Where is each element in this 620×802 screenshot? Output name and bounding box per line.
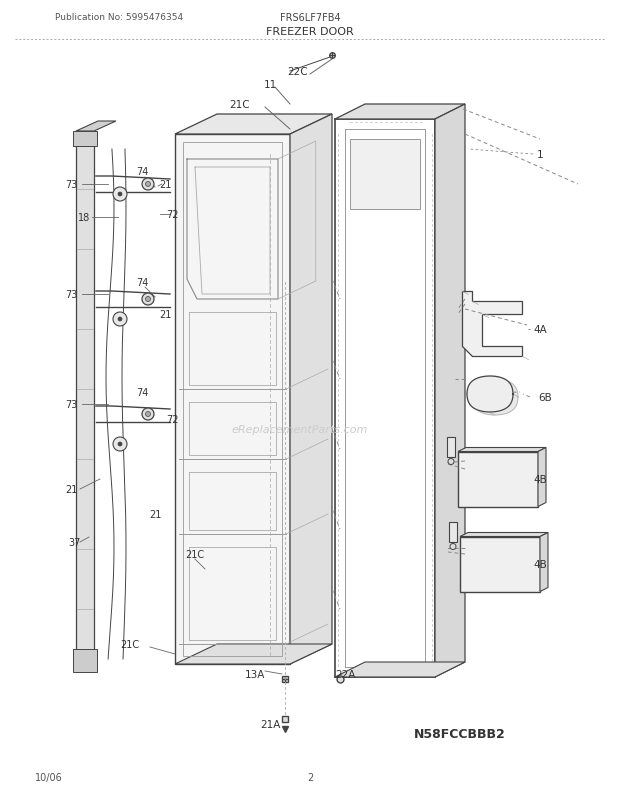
Text: FRS6LF7FB4: FRS6LF7FB4 <box>280 13 340 23</box>
Text: 72: 72 <box>166 210 179 220</box>
Polygon shape <box>467 376 513 412</box>
Circle shape <box>118 318 122 322</box>
Circle shape <box>118 443 122 447</box>
Circle shape <box>113 313 127 326</box>
Text: 21C: 21C <box>185 549 205 559</box>
Text: 21: 21 <box>159 310 171 320</box>
Polygon shape <box>458 452 538 507</box>
Circle shape <box>146 297 151 302</box>
Text: 74: 74 <box>136 167 148 176</box>
Text: 10/06: 10/06 <box>35 772 63 782</box>
Text: 37: 37 <box>68 537 81 547</box>
Polygon shape <box>449 522 457 542</box>
Circle shape <box>113 188 127 202</box>
Text: 72: 72 <box>166 415 179 424</box>
Text: 21: 21 <box>65 484 78 494</box>
Polygon shape <box>460 533 548 537</box>
Polygon shape <box>447 437 455 457</box>
Polygon shape <box>458 448 546 452</box>
Circle shape <box>142 179 154 191</box>
Polygon shape <box>540 533 548 592</box>
Text: 74: 74 <box>136 277 148 288</box>
Polygon shape <box>463 292 523 357</box>
Text: 4B: 4B <box>533 475 547 484</box>
Polygon shape <box>472 379 518 415</box>
Text: 73: 73 <box>66 290 78 300</box>
Text: 21C: 21C <box>120 639 140 649</box>
Text: 22A: 22A <box>335 669 355 679</box>
Polygon shape <box>538 448 546 507</box>
Polygon shape <box>175 115 332 135</box>
Text: 21: 21 <box>159 180 171 190</box>
Text: 21C: 21C <box>229 100 250 110</box>
Text: N58FCCBBB2: N58FCCBBB2 <box>414 727 506 740</box>
Polygon shape <box>435 105 465 677</box>
Text: 21A: 21A <box>260 719 280 729</box>
Circle shape <box>146 182 151 187</box>
Polygon shape <box>73 649 97 672</box>
Text: 4A: 4A <box>533 325 547 334</box>
Polygon shape <box>290 115 332 664</box>
Polygon shape <box>76 132 94 664</box>
Text: Publication No: 5995476354: Publication No: 5995476354 <box>55 14 183 22</box>
Text: 22C: 22C <box>288 67 308 77</box>
Polygon shape <box>335 662 465 677</box>
Polygon shape <box>335 105 465 119</box>
Circle shape <box>450 544 456 550</box>
Text: 73: 73 <box>66 399 78 410</box>
Circle shape <box>113 437 127 452</box>
Text: 4B: 4B <box>533 559 547 569</box>
Polygon shape <box>73 132 97 147</box>
Circle shape <box>146 412 151 417</box>
Polygon shape <box>350 140 420 210</box>
Text: 6B: 6B <box>538 392 552 403</box>
Circle shape <box>118 192 122 196</box>
Text: FREEZER DOOR: FREEZER DOOR <box>266 27 354 37</box>
Text: 21: 21 <box>149 509 161 520</box>
Text: 13A: 13A <box>245 669 265 679</box>
Circle shape <box>448 459 454 465</box>
Text: 1: 1 <box>537 150 543 160</box>
Text: 74: 74 <box>136 387 148 398</box>
Polygon shape <box>175 644 332 664</box>
Polygon shape <box>175 135 290 664</box>
Polygon shape <box>76 122 116 132</box>
Text: 73: 73 <box>66 180 78 190</box>
Text: 18: 18 <box>78 213 90 223</box>
Text: eReplacementParts.com: eReplacementParts.com <box>232 424 368 435</box>
Circle shape <box>142 408 154 420</box>
Polygon shape <box>460 537 540 592</box>
Circle shape <box>142 294 154 306</box>
Text: 11: 11 <box>264 80 277 90</box>
Text: 2: 2 <box>307 772 313 782</box>
